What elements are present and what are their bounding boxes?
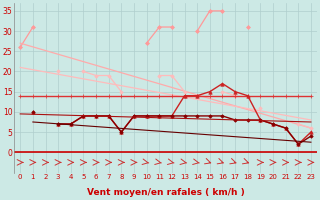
X-axis label: Vent moyen/en rafales ( km/h ): Vent moyen/en rafales ( km/h ) bbox=[87, 188, 244, 197]
